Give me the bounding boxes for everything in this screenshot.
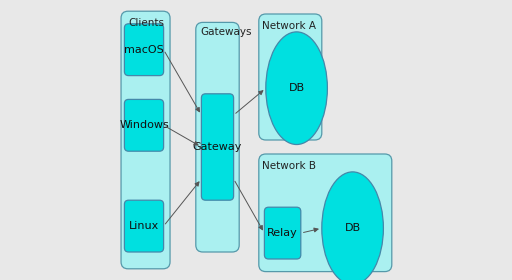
FancyBboxPatch shape (121, 11, 170, 269)
FancyBboxPatch shape (259, 154, 392, 272)
Text: Network B: Network B (262, 161, 316, 171)
Ellipse shape (266, 32, 327, 144)
Text: Gateways: Gateways (200, 27, 251, 37)
FancyBboxPatch shape (124, 200, 164, 252)
FancyBboxPatch shape (196, 22, 239, 252)
Text: macOS: macOS (124, 45, 164, 55)
Text: Network A: Network A (262, 21, 316, 31)
Text: Clients: Clients (129, 18, 164, 28)
Text: DB: DB (289, 83, 305, 93)
Text: Linux: Linux (129, 221, 159, 231)
FancyBboxPatch shape (259, 14, 322, 140)
Text: Windows: Windows (119, 120, 169, 130)
FancyBboxPatch shape (201, 94, 233, 200)
Text: DB: DB (345, 223, 360, 233)
Ellipse shape (322, 172, 383, 280)
FancyBboxPatch shape (124, 24, 164, 76)
FancyBboxPatch shape (124, 99, 164, 151)
Text: Relay: Relay (267, 228, 298, 238)
Text: Gateway: Gateway (193, 142, 242, 152)
FancyBboxPatch shape (264, 207, 301, 259)
